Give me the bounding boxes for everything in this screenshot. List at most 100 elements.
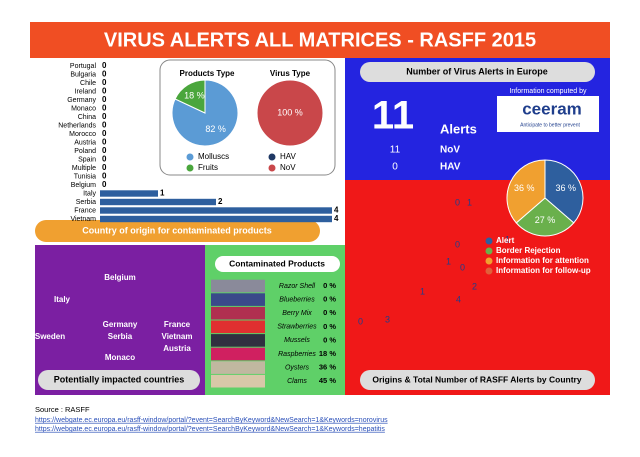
- country: Monaco: [105, 353, 135, 362]
- map-label: 0: [358, 316, 363, 326]
- product-share: 45 %: [319, 376, 336, 385]
- caption-pill: [215, 256, 340, 272]
- value-label: 0: [102, 155, 107, 164]
- product-name: Raspberries: [278, 351, 316, 358]
- bar: [100, 190, 158, 197]
- y-tick-label: Monaco: [71, 105, 96, 112]
- product-image: [211, 347, 265, 361]
- caption: Number of Virus Alerts in Europe: [406, 66, 548, 76]
- value-label: 0: [102, 61, 107, 70]
- legend-swatch: [268, 153, 276, 161]
- product-image: [211, 279, 265, 293]
- value-label: 0: [102, 87, 107, 96]
- legend-label: Molluscs: [198, 152, 229, 161]
- product-name: Mussels: [284, 337, 310, 344]
- y-tick-label: Netherlands: [58, 122, 96, 129]
- value-label: 0: [102, 180, 107, 189]
- pie-slice: [515, 197, 575, 237]
- product-name: Blueberries: [279, 296, 315, 303]
- map-label: 2: [472, 281, 477, 291]
- map-label: 1: [467, 197, 472, 207]
- legend-label: NoV: [280, 163, 296, 172]
- caption-pill: [38, 370, 200, 390]
- pie-slice: [506, 159, 546, 224]
- total-label: Alerts: [440, 121, 477, 136]
- map-label: 1: [420, 286, 425, 296]
- y-tick-label: Morocco: [69, 131, 96, 138]
- y-tick-label: Spain: [78, 156, 96, 163]
- product-image: [211, 306, 265, 320]
- count: 11: [390, 145, 401, 156]
- source-link: https://webgate.ec.europa.eu/rasff-windo…: [35, 426, 385, 433]
- value-label: 4: [334, 214, 339, 223]
- logo-tagline: Anticipate to better prevent: [520, 122, 580, 128]
- caption: Origins & Total Number of RASFF Alerts b…: [372, 374, 581, 384]
- value-label: 18 %: [184, 91, 205, 101]
- product-name: Clams: [287, 378, 307, 385]
- map-label: 0: [455, 239, 460, 249]
- product-share: 18 %: [319, 349, 336, 358]
- legend-label: Information for follow-up: [496, 266, 591, 275]
- legend-label: Border Rejection: [496, 246, 561, 255]
- y-tick-label: Chile: [80, 80, 96, 87]
- legend-swatch: [268, 164, 276, 172]
- value-label: 1: [160, 189, 165, 198]
- y-tick-label: China: [78, 114, 96, 121]
- bar: [100, 215, 332, 223]
- pie-title: Virus Type: [270, 69, 311, 78]
- pie-slice: [544, 159, 584, 224]
- pie-slice: [256, 79, 324, 147]
- value-label: 0: [102, 112, 107, 121]
- value-label: 4: [334, 206, 339, 215]
- product-share: 0 %: [323, 295, 336, 304]
- value-label: 0: [102, 70, 107, 79]
- y-tick-label: Vietnam: [70, 216, 96, 223]
- country: Italy: [54, 295, 71, 304]
- legend-swatch: [186, 153, 194, 161]
- caption-pill: [360, 370, 595, 390]
- y-tick-label: Germany: [67, 97, 96, 104]
- country: Belgium: [104, 273, 136, 282]
- y-tick-label: Bulgaria: [70, 71, 96, 78]
- product-image: [211, 293, 265, 306]
- source-label: Source : RASFF: [35, 405, 90, 414]
- country: Germany: [103, 320, 138, 329]
- product-share: 0 %: [323, 308, 336, 317]
- legend-label: Alert: [496, 236, 515, 245]
- logo-box: [497, 96, 599, 132]
- map-label: 3: [385, 314, 390, 324]
- value-label: 2: [218, 197, 223, 206]
- value-label: 0: [102, 163, 107, 172]
- credit: Information computed by: [509, 88, 587, 95]
- legend-swatch: [485, 237, 493, 245]
- value-label: 0: [102, 129, 107, 138]
- value-label: 0: [102, 146, 107, 155]
- legend-swatch: [485, 267, 493, 275]
- title-banner: [30, 22, 610, 58]
- value-label: 27 %: [535, 215, 556, 225]
- bar: [100, 207, 332, 214]
- title: VIRUS ALERTS ALL MATRICES - RASFF 2015: [104, 29, 536, 51]
- country: Austria: [163, 344, 191, 353]
- product-name: Berry Mix: [282, 310, 312, 317]
- big-number: 11: [372, 94, 414, 138]
- bar: [100, 198, 216, 206]
- y-tick-label: Belgium: [71, 182, 96, 189]
- legend-swatch: [186, 164, 194, 172]
- value-label: 0: [102, 104, 107, 113]
- caption: Contaminated Products: [229, 258, 325, 268]
- product-name: Oysters: [285, 364, 310, 371]
- logo: ceeram: [522, 99, 582, 118]
- product-share: 0 %: [323, 281, 336, 290]
- country: Serbia: [108, 332, 133, 341]
- y-tick-label: France: [74, 207, 96, 214]
- product-image: [211, 361, 265, 374]
- map-label: 4: [456, 294, 461, 304]
- value-label: 0: [102, 95, 107, 104]
- caption-pill: [360, 62, 595, 82]
- pie-slice: [174, 79, 206, 114]
- count-label: NoV: [440, 145, 460, 156]
- value-label: 82 %: [205, 124, 226, 134]
- count-label: HAV: [440, 162, 461, 173]
- map-label: 1: [446, 256, 451, 266]
